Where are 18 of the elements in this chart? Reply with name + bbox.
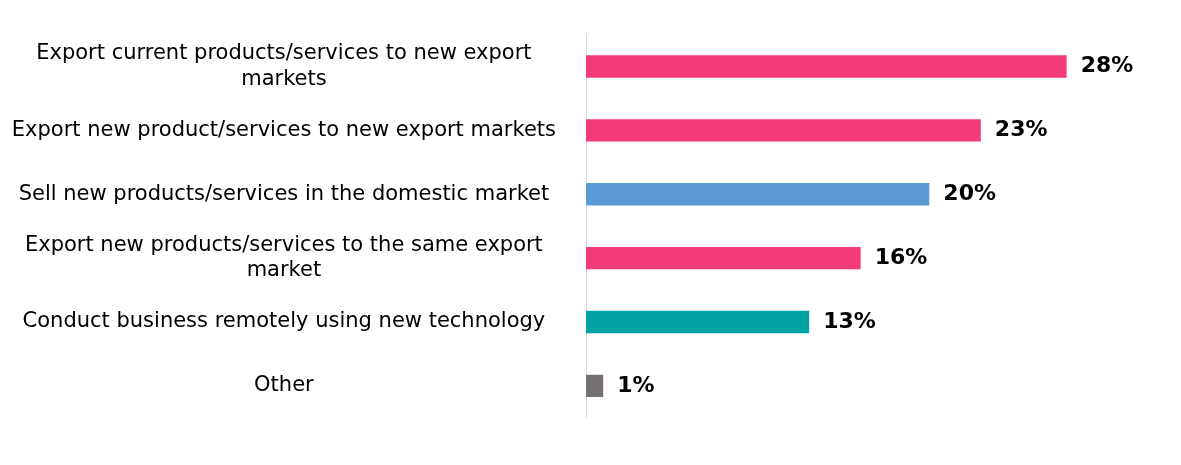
y-tick-label: Conduct business remotely using new technology	[22, 308, 546, 333]
data-label: 20%	[943, 179, 997, 205]
bar	[586, 183, 930, 206]
data-label: 16%	[874, 243, 928, 269]
data-label: 23%	[994, 116, 1048, 142]
y-tick-label: Sell new products/services in the domestic market	[18, 180, 550, 205]
bar	[586, 55, 1067, 78]
bar	[586, 374, 604, 398]
y-tick-label: Export current products/services to new export markets	[36, 40, 532, 90]
y-tick-label: Export new products/services to the same export market	[24, 231, 543, 282]
data-label: 13%	[823, 307, 876, 333]
y-tick-label: Export new product/services to new export markets	[11, 116, 556, 141]
bar	[586, 119, 981, 142]
y-tick-label: Other	[254, 372, 315, 397]
data-label: 1%	[617, 371, 655, 397]
bar	[586, 310, 810, 334]
bar	[586, 246, 861, 270]
data-label: 28%	[1080, 52, 1134, 78]
